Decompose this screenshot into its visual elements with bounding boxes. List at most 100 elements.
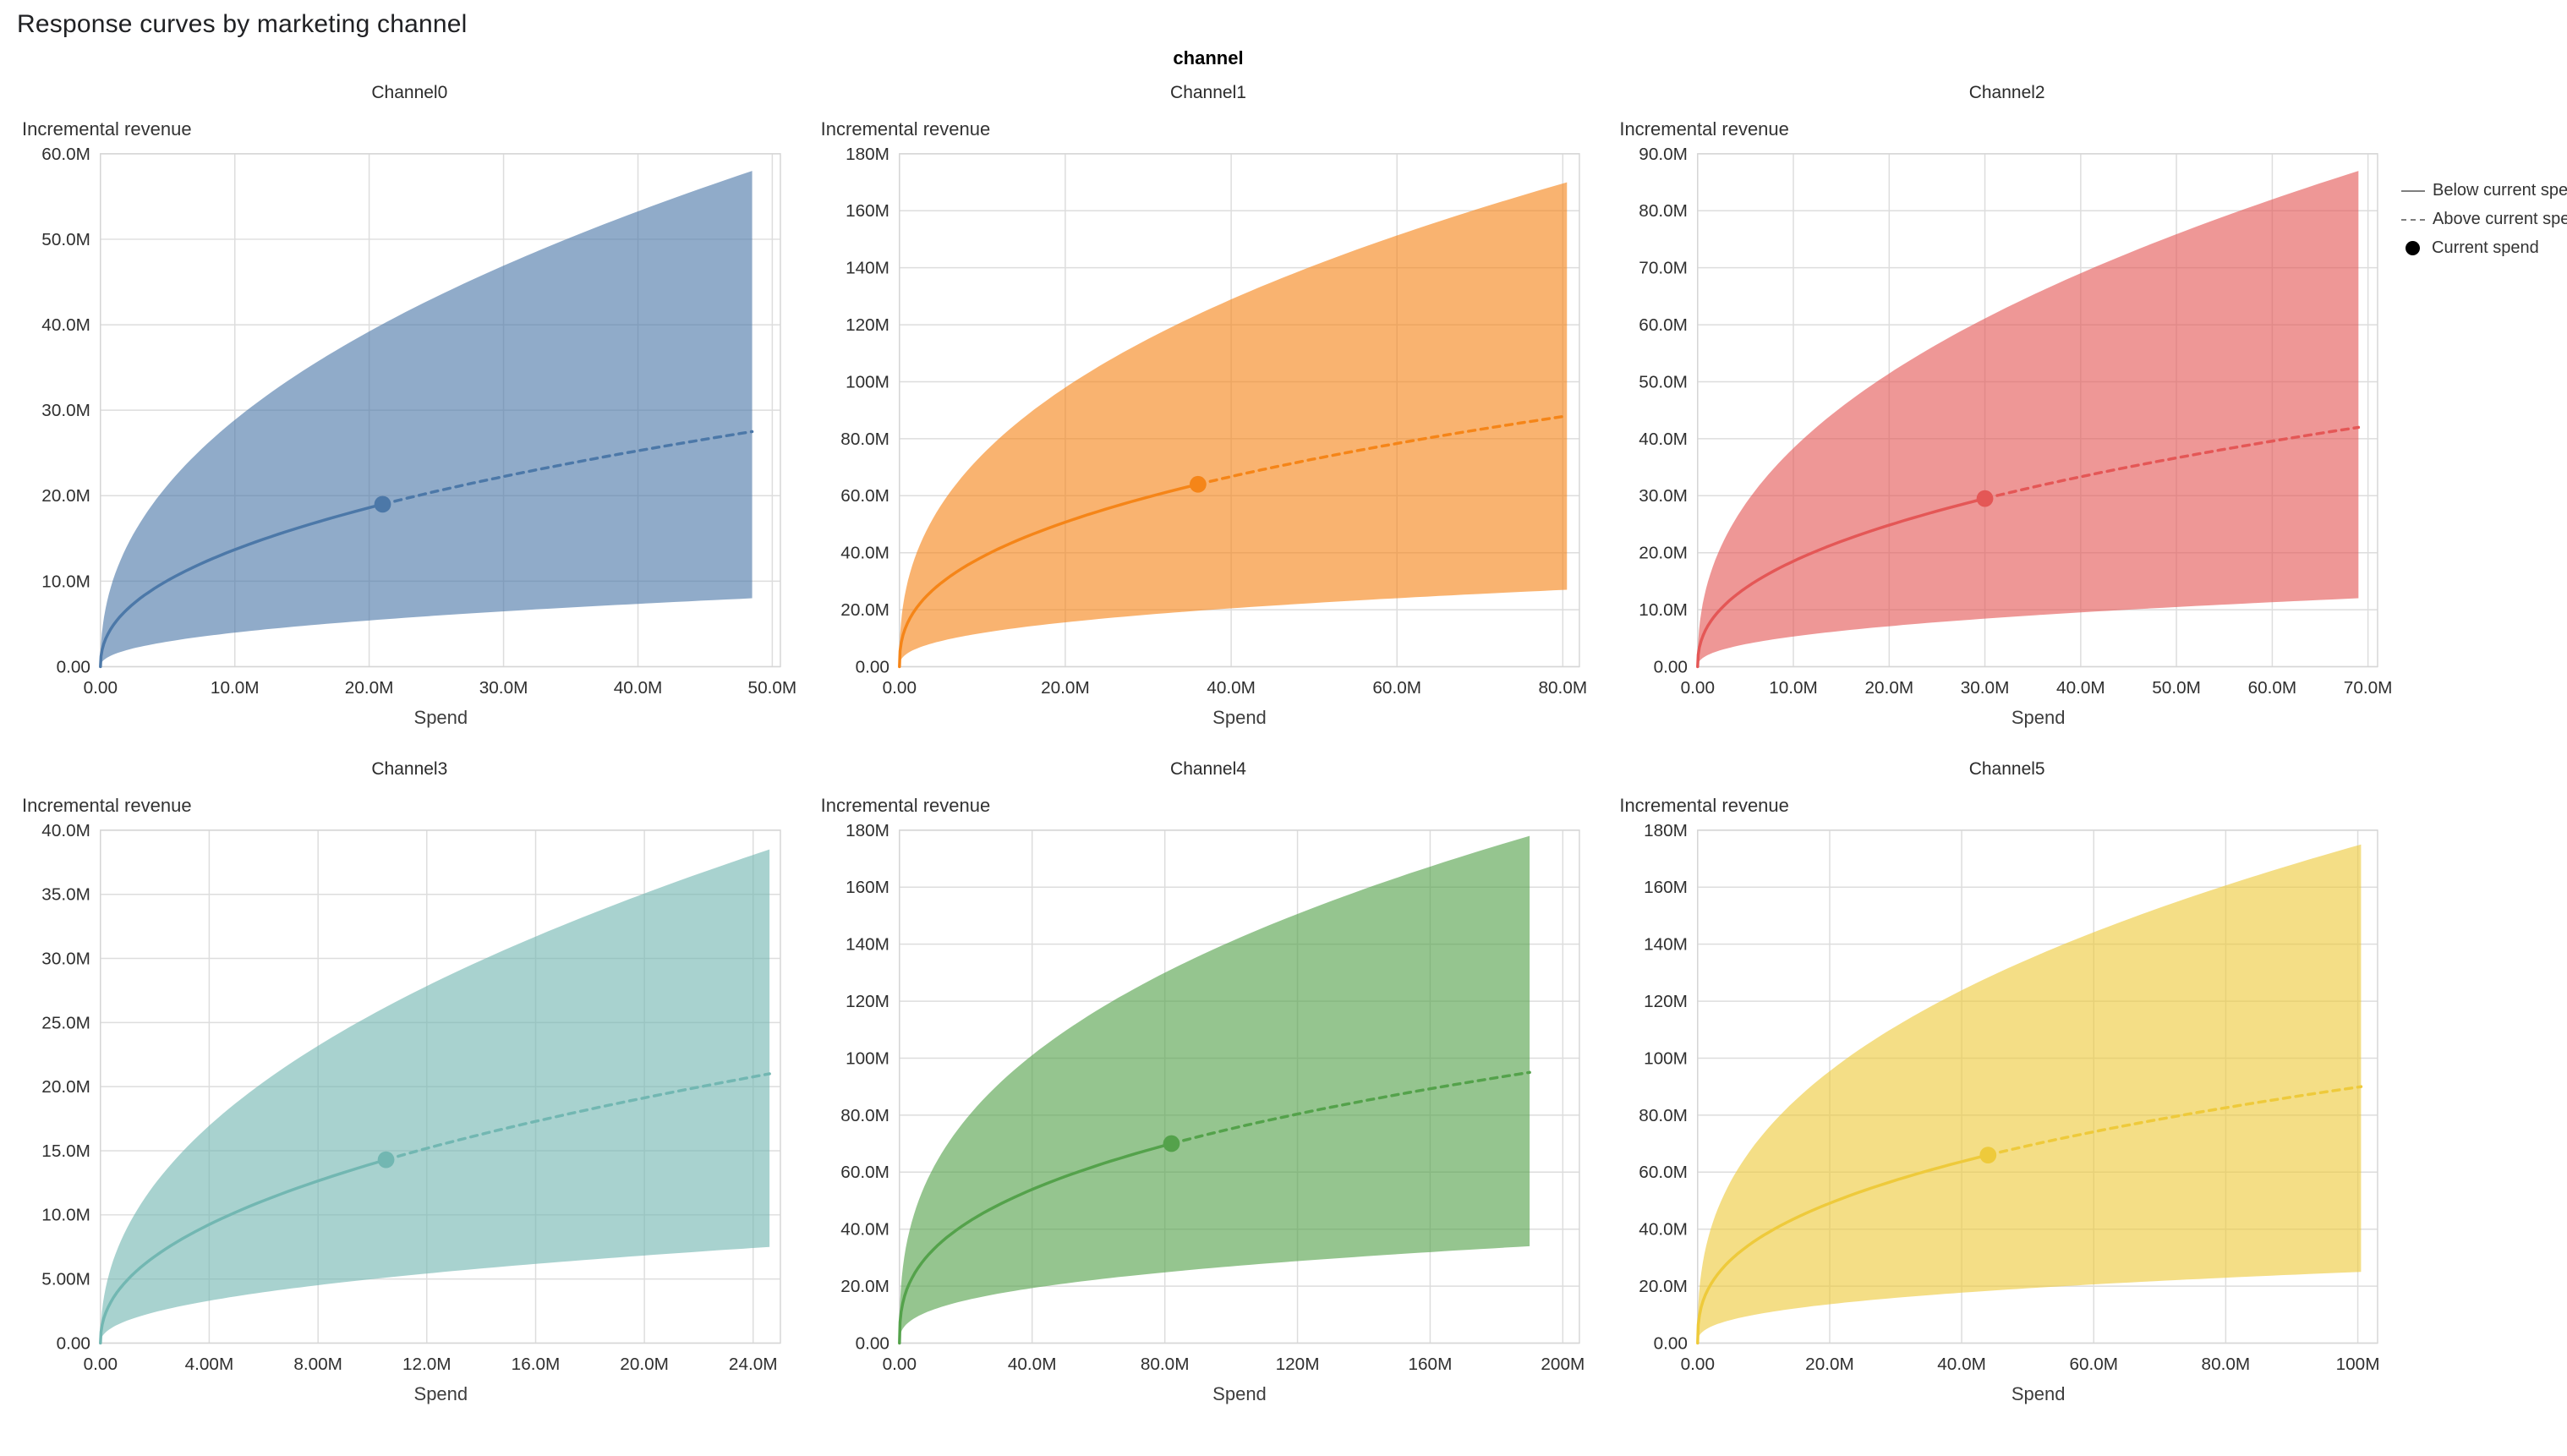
svg-text:160M: 160M xyxy=(1644,878,1688,897)
svg-text:20.0M: 20.0M xyxy=(1041,678,1090,698)
svg-text:160M: 160M xyxy=(846,201,889,221)
svg-text:60.0M: 60.0M xyxy=(840,1163,889,1182)
x-axis-title: Spend xyxy=(1212,706,1267,728)
svg-text:120M: 120M xyxy=(1275,1355,1319,1374)
svg-text:40.0M: 40.0M xyxy=(1639,1219,1689,1239)
y-axis-title: Incremental revenue xyxy=(820,118,991,140)
svg-text:80.0M: 80.0M xyxy=(1538,678,1587,698)
y-axis-title: Incremental revenue xyxy=(1619,118,1789,140)
facet-header-channel: channel xyxy=(1173,47,1244,68)
legend-label: Current spend xyxy=(2432,238,2539,257)
svg-text:140M: 140M xyxy=(1644,934,1688,954)
svg-text:140M: 140M xyxy=(846,934,889,954)
legend-item-below-current-spend: Below current spend xyxy=(2401,181,2567,200)
svg-text:160M: 160M xyxy=(846,878,889,897)
svg-text:30.0M: 30.0M xyxy=(41,949,90,968)
svg-text:10.0M: 10.0M xyxy=(211,678,260,698)
svg-text:100M: 100M xyxy=(846,1048,889,1068)
svg-text:160M: 160M xyxy=(1408,1355,1452,1374)
svg-text:20.0M: 20.0M xyxy=(41,1077,90,1097)
svg-text:180M: 180M xyxy=(1644,822,1688,840)
legend-label: Below current spend xyxy=(2433,181,2567,200)
svg-text:10.0M: 10.0M xyxy=(41,572,90,591)
svg-text:180M: 180M xyxy=(846,822,889,840)
svg-text:0.00: 0.00 xyxy=(882,678,916,698)
svg-text:4.00M: 4.00M xyxy=(185,1355,234,1374)
svg-text:0.00: 0.00 xyxy=(855,1333,889,1353)
svg-text:0.00: 0.00 xyxy=(57,1333,90,1353)
svg-text:40.0M: 40.0M xyxy=(41,315,90,335)
svg-text:40.0M: 40.0M xyxy=(1008,1355,1057,1374)
svg-text:20.0M: 20.0M xyxy=(345,678,394,698)
y-axis-title: Incremental revenue xyxy=(22,794,192,816)
svg-text:20.0M: 20.0M xyxy=(1639,544,1689,563)
chart-panel-channel1: Channel1 Incremental revenue 0.00 20.0M 40… xyxy=(816,73,1601,729)
chart-svg: 0.00 20.0M 40.0M 60.0M 80.0M 0.00 20.0M 40.0M 60… xyxy=(840,145,1587,698)
chart-svg: 0.00 4.00M 8.00M 12.0M 16.0M 20.0M 24.0M 0.00 5.… xyxy=(41,822,781,1374)
svg-text:8.00M: 8.00M xyxy=(293,1355,342,1374)
svg-text:5.00M: 5.00M xyxy=(41,1269,90,1289)
svg-text:100M: 100M xyxy=(846,372,889,391)
svg-text:20.0M: 20.0M xyxy=(41,486,90,506)
svg-text:0.00: 0.00 xyxy=(1681,678,1715,698)
svg-text:16.0M: 16.0M xyxy=(512,1355,561,1374)
svg-text:80.0M: 80.0M xyxy=(840,430,889,449)
svg-text:40.0M: 40.0M xyxy=(614,678,663,698)
panel-title: Channel0 xyxy=(371,83,448,102)
svg-text:120M: 120M xyxy=(846,315,889,335)
svg-text:80.0M: 80.0M xyxy=(1141,1355,1190,1374)
panel-title: Channel1 xyxy=(1170,83,1246,102)
svg-text:0.00: 0.00 xyxy=(855,657,889,676)
panel-title: Channel5 xyxy=(1968,758,2045,779)
chart-svg: 0.00 10.0M 20.0M 30.0M 40.0M 50.0M 60.0M 70.0M 0… xyxy=(1639,145,2393,698)
svg-text:0.00: 0.00 xyxy=(84,1355,118,1374)
svg-text:140M: 140M xyxy=(846,259,889,278)
legend-item-above-current-spend: Above current spend xyxy=(2401,210,2567,229)
svg-text:30.0M: 30.0M xyxy=(41,401,90,420)
svg-text:20.0M: 20.0M xyxy=(1806,1355,1855,1374)
svg-text:60.0M: 60.0M xyxy=(1372,678,1421,698)
panel-title: Channel3 xyxy=(371,758,448,779)
svg-text:40.0M: 40.0M xyxy=(1938,1355,1987,1374)
svg-text:80.0M: 80.0M xyxy=(1639,1106,1689,1125)
y-axis-title: Incremental revenue xyxy=(820,794,991,816)
page-title: Response curves by marketing channel xyxy=(17,10,468,38)
svg-text:60.0M: 60.0M xyxy=(2070,1355,2119,1374)
legend: Below current spend Above current spend … xyxy=(2401,181,2567,267)
svg-text:180M: 180M xyxy=(846,145,889,164)
svg-text:100M: 100M xyxy=(2336,1355,2380,1374)
svg-text:50.0M: 50.0M xyxy=(41,230,90,249)
chart-grid-wrapper: Channel0 Incremental revenue 0.00 10.0M 20… xyxy=(17,73,2567,1405)
svg-text:80.0M: 80.0M xyxy=(840,1106,889,1125)
svg-text:50.0M: 50.0M xyxy=(748,678,797,698)
svg-text:50.0M: 50.0M xyxy=(1639,372,1689,391)
svg-text:35.0M: 35.0M xyxy=(41,884,90,904)
svg-text:80.0M: 80.0M xyxy=(1639,201,1689,221)
svg-text:0.00: 0.00 xyxy=(1654,657,1688,676)
svg-text:60.0M: 60.0M xyxy=(1639,1163,1689,1182)
svg-text:70.0M: 70.0M xyxy=(2344,678,2393,698)
svg-text:120M: 120M xyxy=(1644,992,1688,1011)
svg-text:60.0M: 60.0M xyxy=(1639,315,1689,335)
y-axis-title: Incremental revenue xyxy=(1619,794,1789,816)
svg-text:20.0M: 20.0M xyxy=(1865,678,1914,698)
svg-text:60.0M: 60.0M xyxy=(2248,678,2297,698)
dashed-line-icon xyxy=(2401,218,2425,221)
svg-text:12.0M: 12.0M xyxy=(402,1355,452,1374)
chart-panel-channel5: Channel5 Incremental revenue 0.00 20.0M 40… xyxy=(1614,749,2400,1405)
svg-text:80.0M: 80.0M xyxy=(2202,1355,2251,1374)
chart-panel-channel3: Channel3 Incremental revenue 0.00 4.00M 8.… xyxy=(17,749,802,1405)
svg-text:20.0M: 20.0M xyxy=(620,1355,669,1374)
svg-text:30.0M: 30.0M xyxy=(479,678,528,698)
svg-text:24.0M: 24.0M xyxy=(729,1355,778,1374)
solid-line-icon xyxy=(2401,189,2425,192)
svg-text:30.0M: 30.0M xyxy=(1961,678,2010,698)
svg-text:40.0M: 40.0M xyxy=(840,1219,889,1239)
svg-text:10.0M: 10.0M xyxy=(41,1206,90,1225)
svg-text:60.0M: 60.0M xyxy=(840,486,889,506)
svg-text:0.00: 0.00 xyxy=(882,1355,916,1374)
svg-text:70.0M: 70.0M xyxy=(1639,259,1689,278)
svg-text:30.0M: 30.0M xyxy=(1639,486,1689,506)
svg-text:20.0M: 20.0M xyxy=(840,600,889,620)
chart-grid: Channel0 Incremental revenue 0.00 10.0M 20… xyxy=(17,73,2400,1405)
